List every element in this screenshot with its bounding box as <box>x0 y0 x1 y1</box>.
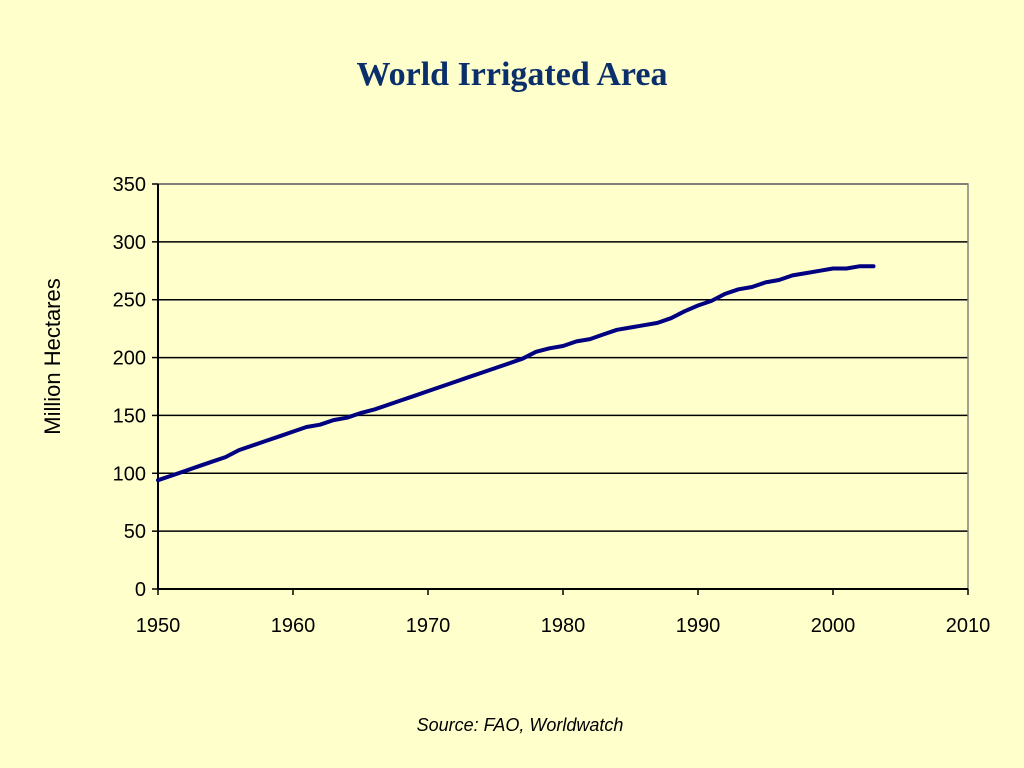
gridlines <box>158 183 968 532</box>
y-tick-label: 200 <box>113 348 146 370</box>
y-axis-label: Million Hectares <box>40 278 65 435</box>
x-tick-label: 1990 <box>676 615 721 637</box>
axes <box>152 183 969 595</box>
chart-title: World Irrigated Area <box>356 56 668 93</box>
y-tick-label: 350 <box>113 174 146 196</box>
x-tick-label: 2010 <box>946 615 991 637</box>
y-tick-label: 100 <box>113 463 146 485</box>
y-tick-label: 50 <box>124 521 146 543</box>
y-tick-label: 0 <box>135 579 146 601</box>
y-tick-label: 150 <box>113 405 146 427</box>
series-line <box>156 264 876 483</box>
x-tick-label: 1950 <box>136 615 181 637</box>
plot-frame <box>157 183 969 590</box>
y-tick-labels: 0 50 100 150 200 250 300 350 <box>113 174 146 601</box>
y-tick-label: 300 <box>113 232 146 254</box>
x-tick-labels: 1950 1960 1970 1980 1990 2000 2010 <box>136 615 991 637</box>
source-note: Source: FAO, Worldwatch <box>416 715 624 735</box>
x-tick-label: 1960 <box>271 615 316 637</box>
x-tick-label: 2000 <box>811 615 856 637</box>
x-tick-label: 1970 <box>406 615 451 637</box>
x-tick-label: 1980 <box>541 615 586 637</box>
y-tick-label: 250 <box>113 290 146 312</box>
